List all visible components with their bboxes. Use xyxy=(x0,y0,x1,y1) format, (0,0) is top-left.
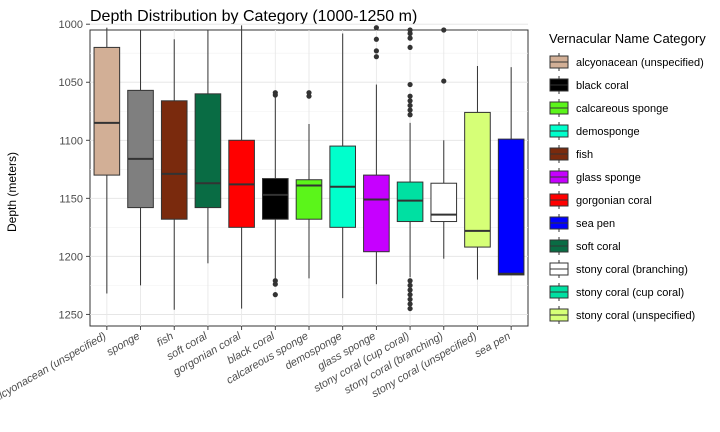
legend-item: demosponge xyxy=(549,122,640,140)
legend-item: black coral xyxy=(549,76,629,94)
box-alcyonacean-unspecified xyxy=(93,27,121,294)
legend-label: fish xyxy=(576,149,593,161)
outlier-point xyxy=(272,92,278,98)
y-tick-label: 1000 xyxy=(59,19,83,31)
outlier-point xyxy=(407,305,413,312)
legend-label: stony coral (cup coral) xyxy=(576,287,684,299)
box-fish xyxy=(160,39,188,310)
legend-item: gorgonian coral xyxy=(549,191,652,209)
legend-label: sea pen xyxy=(576,218,615,230)
legend-item: stony coral (unspecified) xyxy=(549,306,695,324)
outlier-point xyxy=(407,301,413,307)
legend: Vernacular Name Category alcyonacean (un… xyxy=(549,31,706,324)
outlier-point xyxy=(407,296,413,302)
y-axis: 1000 1050 1100 1150 1200 1250 xyxy=(59,19,90,321)
outlier-point xyxy=(407,44,413,51)
y-tick-label: 1250 xyxy=(59,309,83,321)
legend-item: sea pen xyxy=(549,214,615,232)
legend-label: gorgonian coral xyxy=(576,195,652,207)
box-demosponge xyxy=(329,33,356,299)
y-tick-label: 1100 xyxy=(59,135,83,147)
box-rect xyxy=(396,181,424,223)
box-stony-coral-branching xyxy=(430,27,458,259)
box-rect xyxy=(93,46,121,176)
box-black-coral xyxy=(262,90,289,298)
outlier-point xyxy=(407,282,413,288)
outlier-point xyxy=(373,48,379,54)
box-rect xyxy=(430,182,458,223)
legend-label: calcareous sponge xyxy=(576,103,668,115)
legend-item: stony coral (branching) xyxy=(549,260,688,278)
legend-item: calcareous sponge xyxy=(549,99,668,117)
legend-item: glass sponge xyxy=(549,168,641,186)
box-rect xyxy=(464,111,491,248)
outlier-point xyxy=(306,93,312,99)
outlier-point xyxy=(407,292,413,298)
y-tick-label: 1200 xyxy=(59,251,83,263)
box-calcareous-sponge xyxy=(295,90,323,279)
legend-label: stony coral (unspecified) xyxy=(576,310,695,322)
legend-label: glass sponge xyxy=(576,172,641,184)
box-gorgonian-coral xyxy=(228,25,255,309)
box-rect xyxy=(160,100,188,220)
outlier-point xyxy=(272,281,278,287)
box-glass-sponge xyxy=(363,25,390,285)
legend-label: stony coral (branching) xyxy=(576,264,688,276)
legend-item: soft coral xyxy=(549,237,621,255)
legend-label: soft coral xyxy=(576,241,621,253)
y-tick-label: 1150 xyxy=(59,193,83,205)
outlier-point xyxy=(407,30,413,37)
legend-item: fish xyxy=(549,145,593,163)
legend-label: black coral xyxy=(576,80,629,92)
box-rect xyxy=(262,178,289,220)
legend-item: stony coral (cup coral) xyxy=(549,283,684,301)
outlier-point xyxy=(407,81,413,88)
box-rect xyxy=(497,138,525,276)
outlier-point xyxy=(407,102,413,109)
outlier-point xyxy=(407,112,413,118)
box-rect xyxy=(363,174,390,253)
y-axis-title: Depth (meters) xyxy=(5,152,19,232)
box-soft-coral xyxy=(194,30,222,264)
legend-title: Vernacular Name Category xyxy=(549,31,706,46)
legend-item: alcyonacean (unspecified) xyxy=(549,53,704,71)
box-sponge xyxy=(127,30,154,286)
box-rect xyxy=(127,89,154,209)
chart-title: Depth Distribution by Category (1000-125… xyxy=(90,8,417,25)
outlier-point xyxy=(407,278,413,284)
outlier-point xyxy=(407,35,413,41)
box-rect xyxy=(194,93,222,209)
outlier-point xyxy=(441,78,447,84)
legend-label: demosponge xyxy=(576,126,640,138)
outlier-point xyxy=(407,98,413,104)
outlier-point xyxy=(373,54,379,60)
outlier-point xyxy=(407,107,413,113)
y-tick-label: 1050 xyxy=(59,77,83,89)
outlier-point xyxy=(441,27,447,33)
box-sea-pen xyxy=(497,67,525,276)
outlier-point xyxy=(407,93,413,99)
box-stony-coral-unspecified xyxy=(464,65,491,280)
legend-label: alcyonacean (unspecified) xyxy=(576,57,704,69)
box-layer xyxy=(93,25,525,312)
box-stony-coral-cup-coral xyxy=(396,27,424,312)
outlier-point xyxy=(407,287,413,293)
outlier-point xyxy=(373,25,379,31)
outlier-point xyxy=(373,36,379,42)
outlier-point xyxy=(272,292,278,298)
